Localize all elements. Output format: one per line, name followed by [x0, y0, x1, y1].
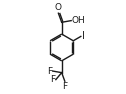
Text: OH: OH [72, 16, 85, 25]
Text: F: F [62, 82, 67, 91]
Text: O: O [55, 3, 62, 12]
Text: F: F [50, 75, 55, 84]
Text: F: F [47, 67, 52, 76]
Text: I: I [82, 31, 85, 41]
